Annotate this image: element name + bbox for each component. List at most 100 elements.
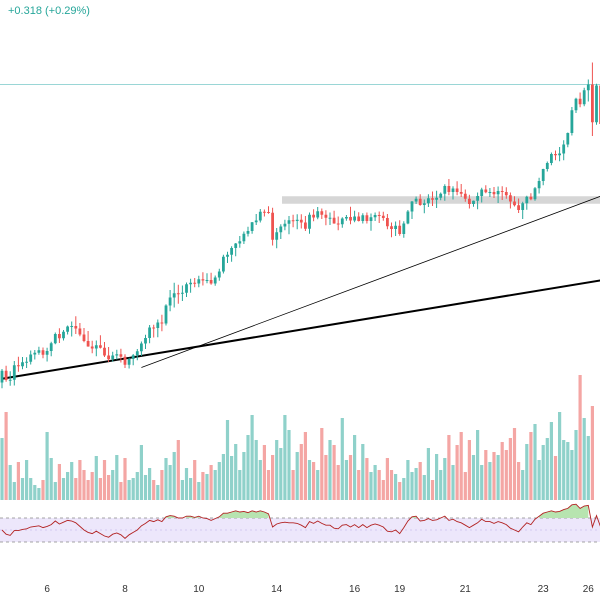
candle: [312, 209, 315, 222]
candle: [62, 330, 65, 341]
volume-bar: [533, 424, 537, 500]
volume-bar: [152, 480, 156, 500]
candle: [578, 92, 582, 108]
candle: [324, 210, 328, 226]
x-tick-label: 16: [349, 584, 361, 595]
volume-bar: [312, 462, 316, 500]
candle: [463, 189, 467, 202]
volume-bar: [488, 462, 492, 500]
volume-bar: [299, 444, 303, 500]
volume-bar: [525, 444, 529, 500]
candle: [410, 201, 414, 219]
candle: [131, 354, 135, 366]
candle: [279, 224, 283, 239]
candle: [107, 347, 110, 362]
volume-bar: [102, 460, 107, 500]
candle: [422, 199, 426, 214]
volume-bar: [41, 480, 45, 500]
candle: [283, 219, 287, 231]
volume-bar: [250, 415, 254, 500]
volume-bar: [139, 445, 143, 500]
volume-bar: [389, 470, 394, 500]
candle: [349, 206, 352, 225]
volume-bar: [484, 450, 488, 500]
volume-bar: [295, 452, 299, 500]
volume-bar: [209, 465, 213, 500]
candle: [558, 147, 561, 162]
volume-bar: [61, 478, 66, 500]
volume-bar: [160, 470, 164, 500]
volume-bar: [447, 435, 451, 500]
candle: [263, 209, 266, 217]
candle: [222, 254, 225, 274]
candle: [418, 194, 422, 206]
candle: [480, 187, 484, 203]
volume-bar: [451, 465, 455, 500]
trendline[interactable]: [141, 183, 600, 368]
volume-bar: [4, 412, 8, 500]
volume-bar: [566, 442, 570, 500]
volume-bar: [201, 472, 205, 500]
volume-bar: [357, 470, 361, 500]
volume-bar: [8, 465, 12, 500]
volume-bar: [508, 438, 512, 500]
candle: [361, 213, 365, 224]
volume-bar: [164, 458, 168, 500]
candle: [172, 282, 176, 308]
candle: [127, 357, 131, 369]
volume-bar: [467, 440, 471, 500]
volume-bar: [246, 435, 250, 500]
candle: [53, 332, 57, 345]
candle: [82, 328, 86, 343]
candle: [152, 324, 156, 338]
x-tick-label: 6: [44, 584, 50, 595]
candle: [402, 221, 406, 238]
volume-bar: [197, 482, 201, 500]
candle: [135, 349, 139, 361]
volume-bar: [180, 480, 184, 500]
candle: [586, 79, 590, 102]
volume-bar: [205, 474, 209, 500]
x-tick-label: 10: [193, 584, 205, 595]
candle: [320, 208, 324, 219]
volume-bar: [553, 456, 558, 500]
candle: [509, 192, 512, 209]
x-tick-label: 26: [583, 584, 595, 595]
volume-bar: [344, 460, 348, 500]
volume-bar: [492, 452, 496, 500]
candle: [373, 212, 377, 221]
volume-bar: [94, 456, 98, 500]
volume-bar: [283, 415, 287, 500]
x-tick-label: 19: [394, 584, 406, 595]
volume-bar: [332, 445, 336, 500]
candle: [250, 222, 254, 234]
candle: [33, 350, 37, 360]
candle: [299, 214, 303, 229]
volume-bar: [443, 458, 447, 500]
candle: [287, 216, 291, 235]
volume-bar: [49, 458, 53, 500]
candle: [103, 342, 106, 357]
candle: [12, 361, 16, 386]
volume-bar: [414, 468, 418, 500]
candle: [381, 211, 385, 221]
candle: [45, 347, 49, 362]
volume-bar: [545, 438, 549, 500]
candle: [394, 221, 397, 236]
candle: [21, 357, 24, 370]
candle: [377, 211, 381, 223]
volume-bar: [271, 455, 275, 500]
candle: [459, 184, 463, 197]
candle: [455, 181, 459, 196]
volume-bar: [66, 472, 70, 500]
trendline[interactable]: [1, 275, 600, 380]
volume-bar: [131, 478, 135, 500]
candle: [336, 216, 340, 231]
candle: [74, 316, 78, 334]
candle: [78, 323, 82, 337]
volume-bar: [238, 470, 242, 500]
candle: [230, 246, 233, 262]
candle: [566, 132, 570, 148]
candle: [328, 212, 332, 225]
